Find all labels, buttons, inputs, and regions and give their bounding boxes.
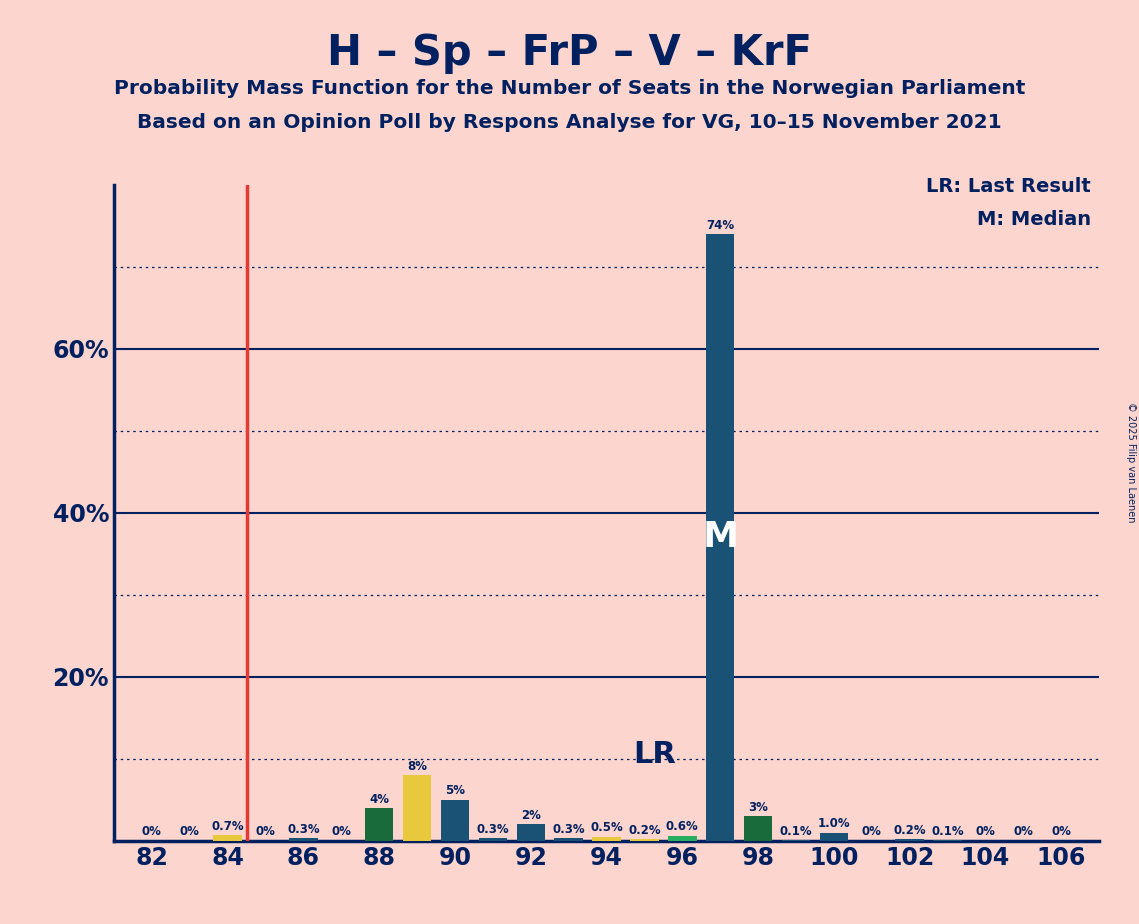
Text: © 2025 Filip van Laenen: © 2025 Filip van Laenen bbox=[1126, 402, 1136, 522]
Text: 0.3%: 0.3% bbox=[287, 823, 320, 836]
Text: 0.6%: 0.6% bbox=[666, 821, 698, 833]
Text: H – Sp – FrP – V – KrF: H – Sp – FrP – V – KrF bbox=[327, 32, 812, 74]
Bar bbox=[706, 234, 735, 841]
Text: 0.2%: 0.2% bbox=[628, 823, 661, 837]
Bar bbox=[441, 800, 469, 841]
Text: 1.0%: 1.0% bbox=[818, 817, 850, 830]
Text: 0.5%: 0.5% bbox=[590, 821, 623, 834]
Bar bbox=[403, 775, 432, 841]
Text: 0%: 0% bbox=[975, 825, 995, 838]
Bar bbox=[820, 833, 849, 841]
Bar bbox=[592, 837, 621, 841]
Bar bbox=[895, 839, 924, 841]
Text: 0%: 0% bbox=[1014, 825, 1033, 838]
Text: 0%: 0% bbox=[255, 825, 276, 838]
Text: M: M bbox=[703, 520, 738, 554]
Bar bbox=[555, 838, 583, 841]
Text: 0.1%: 0.1% bbox=[780, 824, 812, 837]
Text: 0%: 0% bbox=[862, 825, 882, 838]
Text: 0%: 0% bbox=[1051, 825, 1071, 838]
Text: 3%: 3% bbox=[748, 801, 768, 814]
Bar bbox=[478, 838, 507, 841]
Bar bbox=[516, 824, 544, 841]
Text: 0.2%: 0.2% bbox=[893, 823, 926, 837]
Text: 4%: 4% bbox=[369, 793, 390, 806]
Text: 0.3%: 0.3% bbox=[476, 823, 509, 836]
Text: Probability Mass Function for the Number of Seats in the Norwegian Parliament: Probability Mass Function for the Number… bbox=[114, 79, 1025, 98]
Text: 5%: 5% bbox=[445, 784, 465, 797]
Text: LR: LR bbox=[633, 740, 677, 770]
Text: 0%: 0% bbox=[142, 825, 162, 838]
Bar bbox=[630, 839, 658, 841]
Text: 0.7%: 0.7% bbox=[211, 820, 244, 833]
Text: 74%: 74% bbox=[706, 219, 735, 232]
Text: 0%: 0% bbox=[331, 825, 351, 838]
Bar bbox=[744, 816, 772, 841]
Text: LR: Last Result: LR: Last Result bbox=[926, 177, 1091, 197]
Bar bbox=[669, 836, 697, 841]
Text: M: Median: M: Median bbox=[977, 210, 1091, 229]
Bar bbox=[364, 808, 393, 841]
Bar bbox=[289, 838, 318, 841]
Text: 0%: 0% bbox=[180, 825, 199, 838]
Text: 2%: 2% bbox=[521, 809, 541, 822]
Text: 0.3%: 0.3% bbox=[552, 823, 585, 836]
Text: 0.1%: 0.1% bbox=[932, 824, 964, 837]
Text: Based on an Opinion Poll by Respons Analyse for VG, 10–15 November 2021: Based on an Opinion Poll by Respons Anal… bbox=[137, 113, 1002, 132]
Bar bbox=[213, 835, 241, 841]
Text: 8%: 8% bbox=[407, 760, 427, 772]
